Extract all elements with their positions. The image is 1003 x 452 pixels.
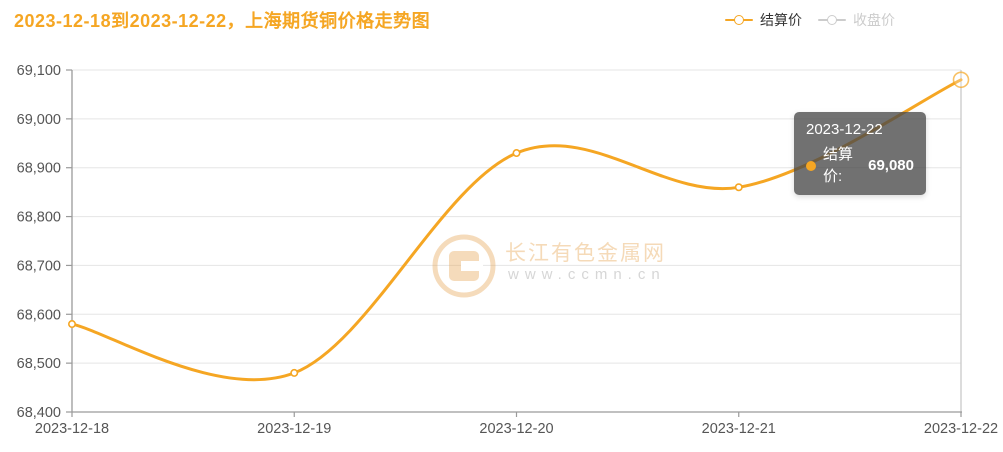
legend-line-circle-icon	[818, 15, 846, 25]
series-line-settlement-price	[70, 78, 963, 382]
x-axis-label: 2023-12-22	[924, 421, 998, 437]
data-point-marker-hovered[interactable]	[952, 71, 970, 89]
y-axis-label: 68,900	[17, 161, 61, 177]
y-axis-label: 68,700	[17, 258, 61, 274]
y-axis-label: 68,500	[17, 356, 61, 372]
x-axis-label: 2023-12-18	[35, 421, 109, 437]
legend-label: 结算价	[760, 12, 802, 28]
y-axis-label: 68,400	[17, 405, 61, 421]
legend-item-closing-price[interactable]: 收盘价	[818, 10, 895, 30]
x-axis-label: 2023-12-21	[702, 421, 776, 437]
x-axis-label: 2023-12-20	[479, 421, 553, 437]
data-point-marker[interactable]	[68, 320, 77, 329]
legend-item-settlement-price[interactable]: 结算价	[725, 10, 802, 30]
legend-line-circle-icon	[725, 15, 753, 25]
y-axis-label: 68,800	[17, 210, 61, 226]
legend: 结算价 收盘价	[725, 10, 895, 30]
legend-label: 收盘价	[853, 12, 895, 28]
y-axis-label: 69,000	[17, 112, 61, 128]
data-point-marker[interactable]	[290, 368, 299, 377]
x-axis-label: 2023-12-19	[257, 421, 331, 437]
data-point-marker[interactable]	[734, 183, 743, 192]
y-axis-label: 69,100	[17, 63, 61, 79]
y-axis-label: 68,600	[17, 307, 61, 323]
chart-title: 2023-12-18到2023-12-22，上海期货铜价格走势图	[14, 11, 431, 31]
data-point-marker[interactable]	[512, 149, 521, 158]
